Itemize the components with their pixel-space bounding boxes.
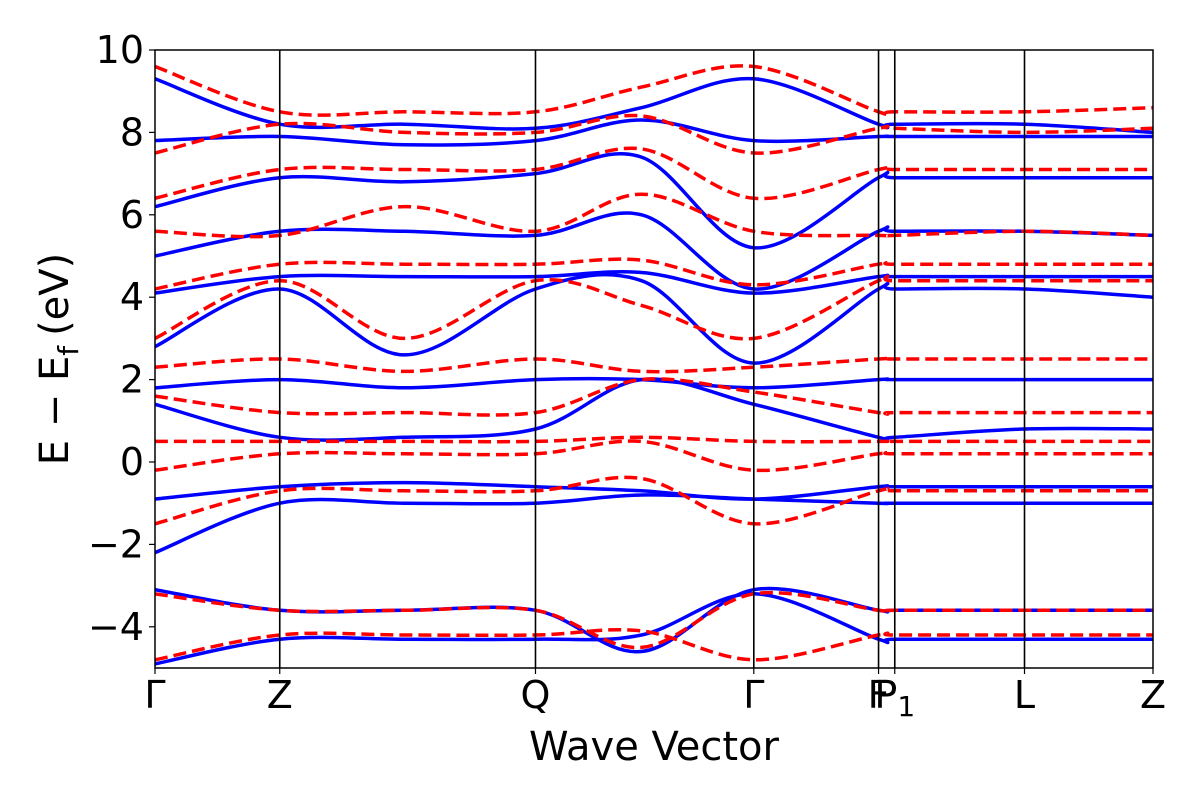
y-tick-label-4: 4 — [120, 275, 144, 319]
y-axis-ticks: −4 −2 0 2 4 6 8 10 — [88, 28, 155, 649]
x-tick-label-text-6: L — [1014, 673, 1035, 717]
solid-band-11 — [155, 592, 1153, 666]
y-axis-title: E − Ef (eV) — [32, 253, 85, 466]
solid-band-5 — [155, 270, 1153, 295]
solid-band-7 — [155, 151, 1153, 250]
solid-band-6 — [155, 211, 1153, 291]
plot-frame — [154, 49, 1154, 669]
x-tick-label-text-5: P — [874, 673, 897, 717]
x-tick-label-5: P1 — [874, 673, 915, 723]
dashed-band-24 — [155, 627, 1153, 662]
dashed-band-19 — [155, 192, 1153, 239]
dashed-band-18 — [155, 257, 1153, 291]
x-tick-label-6: L — [1014, 673, 1035, 717]
y-tick-label-6: 8 — [120, 110, 144, 154]
dashed-band-14 — [155, 435, 1153, 444]
y-tick-label-5: 6 — [120, 193, 144, 237]
y-tick-label-1: −2 — [88, 522, 144, 566]
x-tick-label-2: Q — [521, 673, 551, 717]
y-tick-label-0: −4 — [88, 605, 144, 649]
kpoint-lines — [278, 50, 1026, 668]
x-tick-label-text-1: Z — [267, 673, 293, 717]
solid-band-4 — [155, 272, 1153, 365]
dashed-band-13 — [155, 439, 1153, 473]
band-series — [155, 64, 1153, 666]
x-axis-title: Wave Vector — [529, 724, 780, 770]
y-tick-label-7: 10 — [96, 28, 144, 72]
y-axis-title-main: E − E — [32, 356, 78, 466]
x-tick-label-text-7: Z — [1140, 673, 1166, 717]
x-tick-label-text-4: F — [868, 673, 890, 717]
x-axis-ticks: Γ Z Q Γ FP1 L Z — [144, 668, 1166, 723]
x-tick-label-text-0: Γ — [144, 673, 165, 717]
dashed-band-21 — [155, 113, 1153, 155]
dashed-band-12 — [155, 475, 1153, 526]
dashed-band-20 — [155, 146, 1153, 201]
solid-band-3 — [155, 376, 1153, 390]
x-tick-label-7: Z — [1140, 673, 1166, 717]
y-axis-title-subscript: f — [52, 345, 85, 356]
x-tick-label-1: Z — [267, 673, 293, 717]
x-tick-label-3: Γ — [743, 673, 764, 717]
x-tick-label-subscript-5: 1 — [897, 690, 915, 723]
y-tick-label-2: 0 — [120, 440, 144, 484]
x-tick-label-text-2: Q — [521, 673, 551, 717]
y-tick-label-3: 2 — [120, 358, 144, 402]
dashed-band-23 — [155, 590, 1153, 650]
solid-band-8 — [155, 118, 1153, 147]
dashed-band-16 — [155, 356, 1153, 374]
x-tick-label-0: Γ — [144, 673, 165, 717]
y-axis-title-unit: (eV) — [32, 253, 78, 336]
x-tick-label-text-3: Γ — [743, 673, 764, 717]
dashed-band-17 — [155, 274, 1153, 341]
x-tick-label-4: F — [868, 673, 890, 717]
dashed-band-15 — [155, 377, 1153, 417]
